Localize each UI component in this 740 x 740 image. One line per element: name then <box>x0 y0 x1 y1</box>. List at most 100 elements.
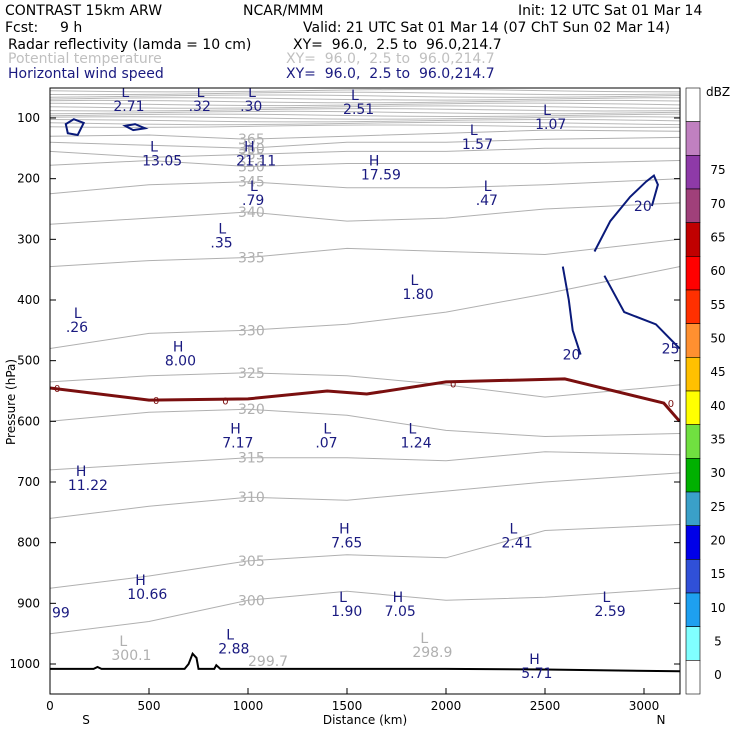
zero-dbz-label: 0 <box>222 397 228 408</box>
extremum-value: 1.24 <box>400 435 431 451</box>
extremum-value: 2.71 <box>113 99 144 115</box>
colorbar-swatch <box>685 424 701 459</box>
theta-line-365 <box>50 129 680 140</box>
extremum-marker: L <box>470 123 478 139</box>
extremum-value: 21.11 <box>236 153 276 169</box>
extremum-marker: L <box>420 631 428 647</box>
zero-dbz-label: 0 <box>668 399 674 410</box>
zero-dbz-label: 0 <box>54 384 60 395</box>
zero-dbz-contour: 0 0 0 0 0 <box>50 377 680 423</box>
zero-dbz-line <box>50 377 680 423</box>
colorbar-level-label: 25 <box>710 500 725 514</box>
center-label: NCAR/MMM <box>243 3 324 19</box>
extremum-value: 298.9 <box>412 645 452 661</box>
wind-contour <box>122 123 149 132</box>
extremum-value: 5.71 <box>521 666 552 682</box>
extremum-value: 10.66 <box>127 587 167 603</box>
colorbar-swatch <box>685 222 701 257</box>
colorbar-level-label: 40 <box>710 399 725 413</box>
theta-line-330 <box>50 266 680 349</box>
colorbar-swatch <box>685 256 701 291</box>
theta-line-335 <box>50 238 680 268</box>
extremum-marker: H <box>339 522 350 538</box>
theta-line-350 <box>50 159 680 168</box>
extremum-value: 8.00 <box>165 354 196 370</box>
stratospheric-theta-line <box>50 97 680 101</box>
extremum-value: 7.17 <box>222 435 253 451</box>
theta-line-300 <box>50 587 680 635</box>
extremum-marker: L <box>197 85 205 101</box>
extremum-marker: H <box>135 573 146 589</box>
colorbar-level-label: 75 <box>710 163 725 177</box>
extremum-marker: L <box>250 179 258 195</box>
extremum-value: .47 <box>476 193 498 209</box>
extremum-marker: L <box>603 590 611 606</box>
y-axis-label: Pressure (hPa) <box>4 359 18 445</box>
field-xy-reflectivity: XY= 96.0, 2.5 to 96.0,214.7 <box>293 37 502 53</box>
theta-label-300: 300 <box>238 593 265 609</box>
colorbar-swatch <box>685 357 701 392</box>
extremum-value: 2.59 <box>595 604 626 620</box>
dbz-colorbar: 0 5 10 15 20 25 30 35 40 45 50 55 60 65 70 75 <box>685 87 726 695</box>
x-tick-label: 500 <box>138 699 161 713</box>
field-xy-theta: XY= 96.0, 2.5 to 96.0,214.7 <box>286 51 495 67</box>
x-axis: 0 500 1000 1500 2000 2500 3000 <box>46 688 659 713</box>
extremum-value: 17.59 <box>361 167 401 183</box>
plot-frame <box>49 87 681 695</box>
extremum-marker: L <box>226 628 234 644</box>
extremum-marker: H <box>393 590 404 606</box>
theta-label-345: 345 <box>238 175 265 191</box>
extremum-marker: L <box>484 179 492 195</box>
colorbar-swatch <box>685 660 701 695</box>
x-axis-label: Distance (km) <box>323 713 407 727</box>
theta-line-325 <box>50 372 680 398</box>
x-tick-label: 2000 <box>431 699 462 713</box>
colorbar-swatch <box>685 592 701 627</box>
theta-label-320: 320 <box>238 402 265 418</box>
colorbar-swatch <box>685 458 701 493</box>
extremum-marker: L <box>150 139 158 155</box>
wind-contour <box>603 275 680 350</box>
theta-label-325: 325 <box>238 366 265 382</box>
stratospheric-theta-line <box>50 91 680 96</box>
extremum-marker: L <box>323 421 331 437</box>
x-tick-label: 3000 <box>629 699 660 713</box>
y-tick-label: 600 <box>17 414 40 428</box>
extremum-value: 1.80 <box>402 287 433 303</box>
theta-label-355: 355 <box>238 147 265 163</box>
colorbar-swatch <box>685 323 701 358</box>
valid-time: Valid: 21 UTC Sat 01 Mar 14 (07 ChT Sun … <box>303 20 670 36</box>
theta-label-350: 350 <box>238 160 265 176</box>
extremum-value: 99 <box>52 605 70 621</box>
x-endpoint-south: S <box>82 713 90 727</box>
theta-line-355 <box>50 147 680 158</box>
theta-label-365: 365 <box>238 132 265 148</box>
theta-line-360 <box>50 136 680 149</box>
colorbar-level-label: 30 <box>710 466 725 480</box>
y-tick-label: 500 <box>17 354 40 368</box>
x-tick-label: 2500 <box>530 699 561 713</box>
extremum-value: 7.65 <box>331 536 362 552</box>
stratospheric-theta-line <box>50 89 680 93</box>
theta-label-305: 305 <box>238 554 265 570</box>
terrain-line <box>50 651 680 673</box>
theta-line-320 <box>50 408 680 438</box>
extremum-marker: H <box>76 464 87 480</box>
stratospheric-theta-line <box>50 124 680 128</box>
colorbar-swatch <box>685 390 701 425</box>
y-tick-label: 700 <box>17 475 40 489</box>
colorbar-level-label: 20 <box>710 534 725 548</box>
y-tick-label: 300 <box>17 232 40 246</box>
colorbar-level-label: 60 <box>710 264 725 278</box>
stratospheric-theta-line <box>50 113 680 118</box>
extremum-value: 2.88 <box>218 642 249 658</box>
colorbar-swatch <box>685 188 701 223</box>
colorbar-level-label: 10 <box>710 601 725 615</box>
extremum-marker: L <box>119 634 127 650</box>
colorbar-swatch <box>685 626 701 661</box>
extremum-value: .35 <box>210 235 232 251</box>
x-endpoint-north: N <box>657 713 666 727</box>
theta-line-345 <box>50 178 680 195</box>
extremum-marker: L <box>408 421 416 437</box>
extremum-value: .32 <box>189 99 211 115</box>
